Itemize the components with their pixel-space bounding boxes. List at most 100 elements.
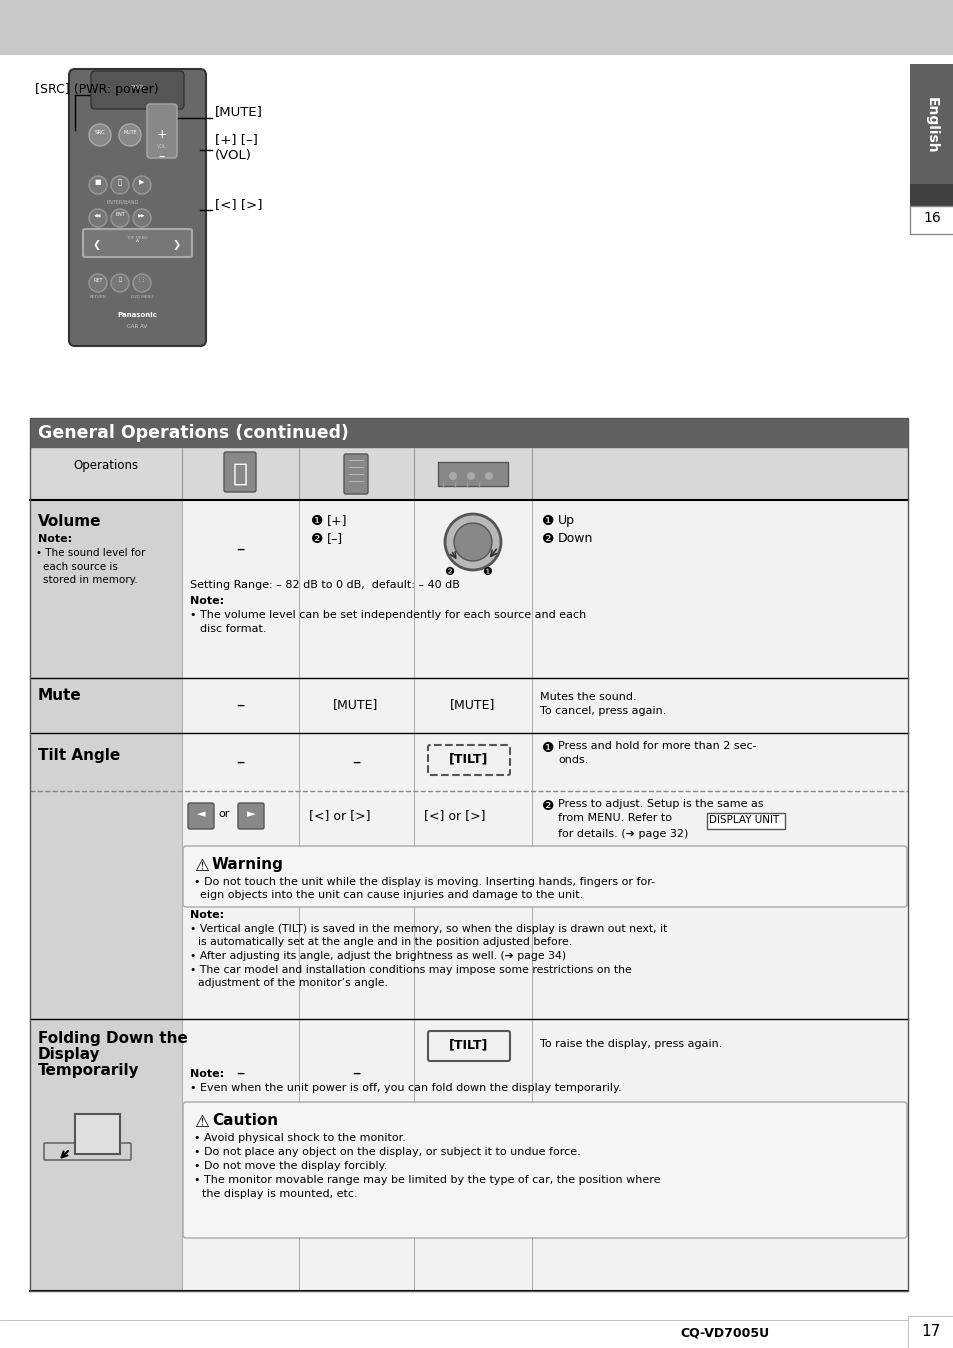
Text: PWR: PWR: [130, 85, 144, 90]
Polygon shape: [75, 1113, 120, 1154]
Circle shape: [449, 472, 456, 480]
Text: • The sound level for: • The sound level for: [36, 549, 145, 558]
Text: • The car model and installation conditions may impose some restrictions on the: • The car model and installation conditi…: [190, 965, 631, 975]
Text: • The monitor movable range may be limited by the type of car, the position wher: • The monitor movable range may be limit…: [193, 1175, 659, 1185]
Bar: [706, 813, 784, 829]
Text: • Do not touch the unit while the display is moving. Inserting hands, fingers or: • Do not touch the unit while the displa…: [193, 878, 655, 887]
Text: –: –: [235, 754, 244, 771]
Text: (VOL): (VOL): [214, 148, 252, 162]
Text: each source is: each source is: [43, 562, 118, 572]
Text: [+]: [+]: [327, 514, 347, 527]
Text: adjustment of the monitor’s angle.: adjustment of the monitor’s angle.: [198, 979, 388, 988]
Text: stored in memory.: stored in memory.: [43, 576, 137, 585]
Text: –: –: [352, 1064, 360, 1082]
Text: +: +: [156, 128, 167, 142]
Text: [+] [–]: [+] [–]: [214, 133, 257, 147]
Bar: [30, 448, 907, 500]
Text: 16: 16: [923, 212, 940, 225]
FancyBboxPatch shape: [224, 452, 255, 492]
Circle shape: [132, 274, 151, 293]
Text: • The volume level can be set independently for each source and each: • The volume level can be set independen…: [190, 611, 586, 620]
FancyBboxPatch shape: [44, 1143, 131, 1161]
Circle shape: [89, 274, 107, 293]
Text: • Do not place any object on the display, or subject it to undue force.: • Do not place any object on the display…: [193, 1147, 580, 1157]
FancyBboxPatch shape: [183, 1103, 906, 1237]
Text: ⚠: ⚠: [193, 1113, 209, 1131]
Text: To cancel, press again.: To cancel, press again.: [539, 706, 666, 716]
Circle shape: [89, 177, 107, 194]
Text: SRC: SRC: [94, 129, 105, 135]
Text: –: –: [352, 754, 360, 771]
Text: ✋: ✋: [233, 462, 247, 487]
FancyBboxPatch shape: [188, 803, 213, 829]
Text: [<] [>]: [<] [>]: [214, 198, 262, 212]
Text: Volume: Volume: [38, 514, 101, 528]
Text: [MUTE]: [MUTE]: [214, 105, 263, 119]
FancyBboxPatch shape: [83, 229, 192, 257]
Text: TOP MENU: TOP MENU: [126, 236, 148, 240]
FancyBboxPatch shape: [69, 69, 206, 346]
Bar: [909, 62, 953, 63]
Text: ❷: ❷: [311, 532, 323, 546]
Text: [<] or [>]: [<] or [>]: [423, 809, 485, 822]
Text: Folding Down the: Folding Down the: [38, 1031, 188, 1046]
Text: Mute: Mute: [38, 689, 82, 704]
Bar: [182, 1019, 907, 1291]
Text: is automatically set at the angle and in the position adjusted before.: is automatically set at the angle and in…: [198, 937, 572, 948]
Text: CQ-VD7005U: CQ-VD7005U: [679, 1326, 768, 1339]
Text: ❯: ❯: [172, 240, 181, 249]
Text: Note:: Note:: [38, 534, 72, 545]
FancyBboxPatch shape: [428, 1031, 510, 1061]
Text: ENT: ENT: [115, 213, 125, 217]
FancyBboxPatch shape: [183, 847, 906, 907]
Text: Up: Up: [558, 514, 575, 527]
Text: ■: ■: [94, 179, 101, 185]
Text: • Do not move the display forcibly.: • Do not move the display forcibly.: [193, 1161, 387, 1171]
Text: –: –: [235, 541, 244, 558]
Circle shape: [132, 209, 151, 226]
Text: the display is mounted, etc.: the display is mounted, etc.: [202, 1189, 357, 1198]
Bar: [0, 0, 953, 55]
Text: • Vertical angle (TILT) is saved in the memory, so when the display is drawn out: • Vertical angle (TILT) is saved in the …: [190, 923, 667, 934]
Text: DISPLAY UNIT: DISPLAY UNIT: [708, 816, 779, 825]
Circle shape: [111, 177, 129, 194]
Text: for details. (➔ page 32): for details. (➔ page 32): [558, 829, 688, 838]
Text: Temporarily: Temporarily: [38, 1064, 139, 1078]
Text: ENTER/BAND: ENTER/BAND: [107, 200, 139, 205]
Text: or: or: [218, 809, 229, 820]
Text: DVD MENU: DVD MENU: [131, 295, 153, 299]
Text: 17: 17: [921, 1325, 940, 1340]
Text: ◀◀: ◀◀: [94, 213, 102, 217]
Bar: [909, 183, 953, 206]
Circle shape: [111, 274, 129, 293]
Text: [SRC] (PWR: power): [SRC] (PWR: power): [35, 84, 158, 97]
Text: ˄: ˄: [134, 240, 139, 249]
Text: eign objects into the unit can cause injuries and damage to the unit.: eign objects into the unit can cause inj…: [200, 890, 582, 900]
Bar: [30, 500, 182, 678]
FancyBboxPatch shape: [147, 104, 177, 158]
Bar: [182, 678, 907, 733]
Text: Down: Down: [558, 532, 593, 545]
Text: ❶: ❶: [541, 514, 554, 528]
Text: –: –: [235, 696, 244, 714]
Text: from MENU. Refer to: from MENU. Refer to: [558, 813, 671, 824]
Text: General Operations (continued): General Operations (continued): [38, 425, 349, 442]
Circle shape: [454, 523, 492, 561]
Text: CAR AV: CAR AV: [127, 325, 147, 329]
Text: –: –: [159, 151, 165, 163]
Text: • Even when the unit power is off, you can fold down the display temporarily.: • Even when the unit power is off, you c…: [190, 1082, 621, 1093]
Text: ❷: ❷: [541, 532, 554, 546]
Circle shape: [111, 209, 129, 226]
Text: English: English: [924, 97, 938, 154]
Bar: [30, 678, 182, 733]
Text: To raise the display, press again.: To raise the display, press again.: [539, 1039, 721, 1049]
Text: Caution: Caution: [212, 1113, 278, 1128]
Bar: [30, 418, 907, 448]
Text: MUTE: MUTE: [123, 129, 137, 135]
Text: Warning: Warning: [212, 857, 284, 872]
Text: ❷: ❷: [443, 568, 454, 577]
Text: Mutes the sound.: Mutes the sound.: [539, 692, 636, 702]
FancyBboxPatch shape: [237, 803, 264, 829]
Text: [TILT]: [TILT]: [449, 1038, 488, 1051]
Text: • After adjusting its angle, adjust the brightness as well. (➔ page 34): • After adjusting its angle, adjust the …: [190, 950, 565, 961]
